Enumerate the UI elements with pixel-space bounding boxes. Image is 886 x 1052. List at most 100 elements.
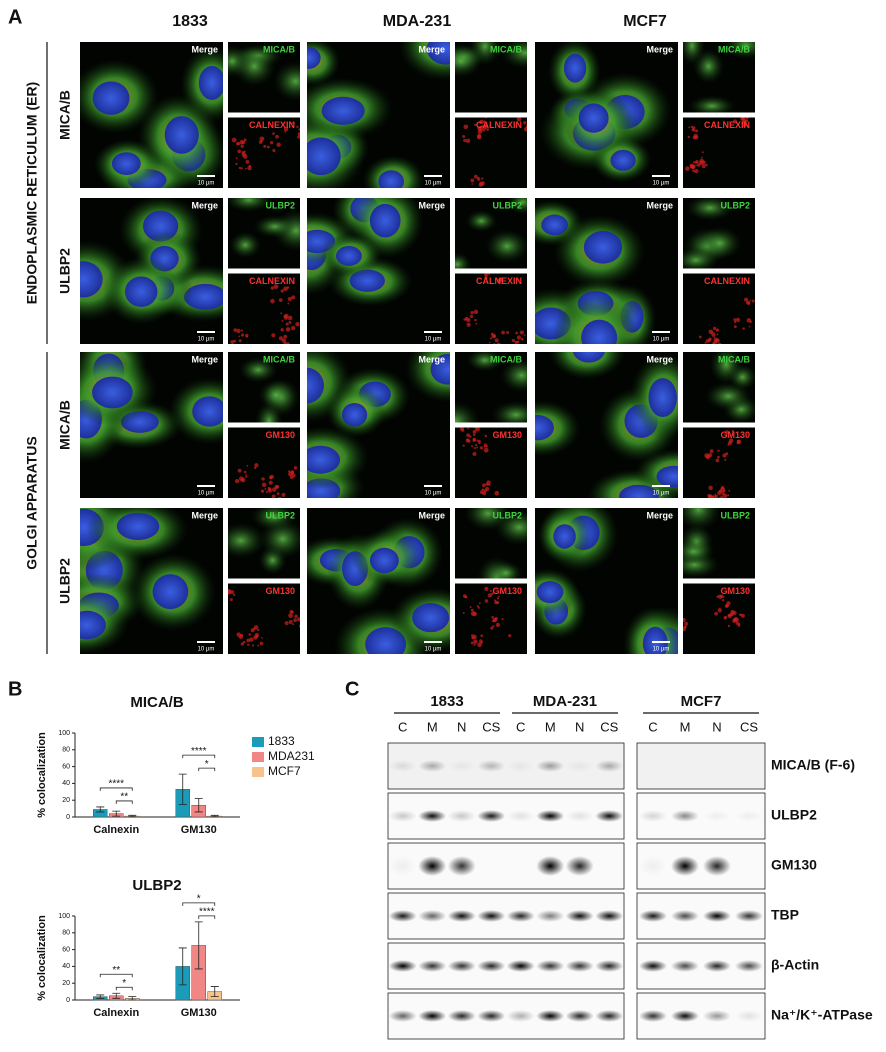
nucleus — [369, 203, 401, 238]
red-speck — [250, 628, 255, 633]
red-speck — [296, 617, 300, 622]
red-speck — [494, 490, 500, 496]
image-content — [455, 352, 527, 423]
red-speck — [476, 134, 482, 140]
group-label: 1833 — [430, 693, 463, 710]
red-speck — [268, 476, 273, 480]
red-speck — [291, 295, 296, 300]
y-tick-label: 40 — [62, 780, 70, 787]
red-speck — [759, 300, 762, 303]
nucleus — [656, 465, 678, 488]
red-speck — [688, 126, 691, 129]
band — [506, 910, 535, 922]
micrograph — [228, 427, 300, 498]
red-speck — [691, 165, 694, 169]
legend-swatch — [252, 752, 264, 762]
band — [418, 960, 447, 972]
red-speck — [240, 333, 245, 337]
cell — [465, 210, 497, 232]
red-speck — [472, 451, 477, 456]
red-speck — [476, 605, 479, 608]
band — [703, 810, 731, 822]
error-bar — [210, 986, 219, 998]
image-bg — [228, 583, 300, 654]
red-speck — [531, 127, 535, 131]
red-channel-label: GM130 — [265, 586, 295, 596]
nucleus — [553, 524, 576, 549]
red-speck — [707, 452, 713, 458]
red-speck — [247, 643, 250, 647]
red-speck — [484, 276, 488, 280]
red-speck — [283, 347, 285, 349]
section-label: ENDOPLASMIC RETICULUM (ER) — [24, 82, 40, 304]
cell — [228, 522, 266, 559]
red-speck — [715, 328, 720, 332]
red-speck — [474, 123, 477, 127]
group-label: MCF7 — [681, 693, 722, 710]
red-speck — [296, 125, 299, 129]
cell — [491, 400, 527, 423]
error-bar — [112, 992, 121, 999]
red-speck — [288, 620, 293, 624]
micrograph — [683, 352, 755, 423]
red-speck — [261, 477, 265, 481]
cell — [455, 401, 480, 423]
band — [477, 810, 506, 822]
error-bar — [194, 921, 203, 970]
nucleus — [369, 547, 399, 574]
cell — [232, 45, 276, 87]
red-speck — [253, 635, 258, 640]
red-speck — [755, 301, 758, 304]
red-speck — [724, 430, 730, 435]
red-speck — [727, 440, 733, 446]
red-speck — [249, 637, 254, 642]
red-speck — [287, 315, 293, 321]
red-speck — [736, 439, 740, 443]
merge-label: Merge — [418, 354, 445, 364]
image-content — [80, 198, 223, 325]
band — [388, 856, 417, 876]
red-speck — [738, 613, 742, 617]
band — [506, 810, 535, 822]
band — [536, 910, 565, 922]
red-speck — [735, 317, 741, 322]
red-speck — [280, 328, 284, 332]
band — [506, 760, 535, 772]
band — [388, 1010, 417, 1022]
row-label: ULBP2 — [57, 248, 73, 294]
image-content — [80, 508, 216, 654]
red-speck — [523, 121, 527, 125]
red-speck — [293, 466, 298, 470]
nucleus — [307, 367, 324, 404]
red-speck — [280, 289, 284, 293]
red-speck — [717, 455, 720, 459]
red-speck — [466, 317, 471, 323]
red-speck — [749, 299, 752, 302]
red-speck — [474, 444, 478, 447]
red-speck — [243, 138, 247, 142]
red-speck — [731, 429, 734, 433]
band — [703, 1010, 731, 1022]
red-speck — [264, 488, 267, 490]
significance-bracket — [99, 973, 133, 978]
lane-label: CS — [482, 719, 500, 734]
error-bar — [178, 947, 187, 986]
red-speck — [276, 142, 281, 147]
legend-label: MCF7 — [268, 764, 301, 778]
red-speck — [472, 429, 477, 434]
band — [639, 910, 667, 922]
red-speck — [530, 125, 533, 128]
red-speck — [708, 329, 714, 334]
micrograph — [683, 273, 762, 344]
band — [477, 910, 506, 922]
scale-label: 10 µm — [653, 181, 670, 187]
green-channel-label: MICA/B — [718, 354, 750, 364]
image-content — [307, 42, 450, 188]
image-content — [228, 198, 300, 259]
scale-label: 10 µm — [425, 491, 442, 497]
micrograph — [535, 42, 678, 188]
nucleus — [412, 602, 450, 633]
red-speck — [484, 113, 489, 118]
red-speck — [484, 123, 488, 128]
legend-swatch — [252, 767, 264, 777]
